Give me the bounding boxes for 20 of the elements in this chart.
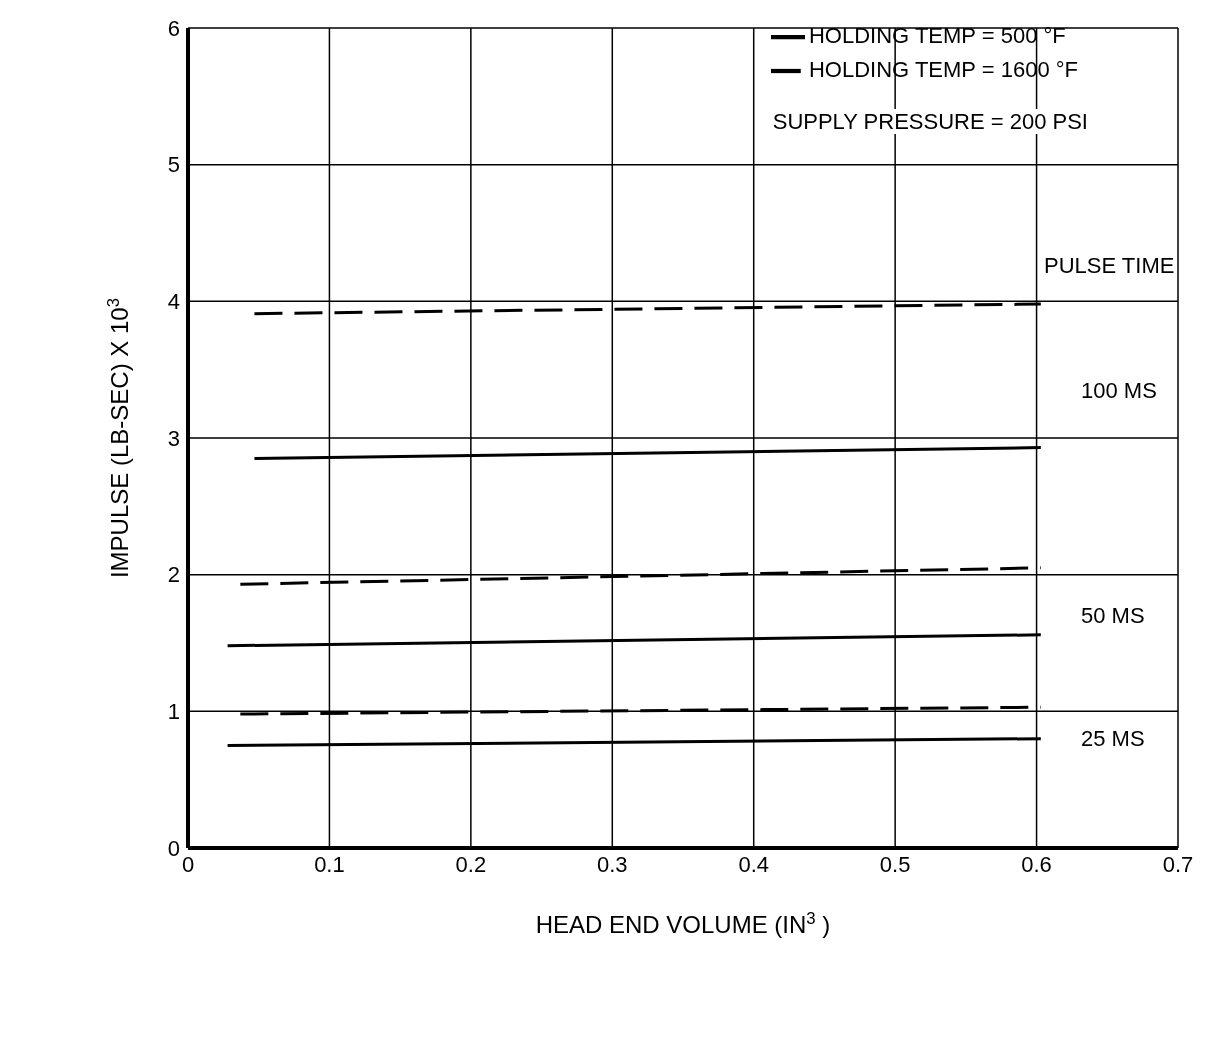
x-tick-label: 0.1 (314, 851, 345, 877)
y-tick-label: 1 (167, 699, 180, 725)
y-tick-label: 5 (167, 152, 180, 178)
x-tick-label: 0.5 (879, 851, 911, 877)
y-tick-label: 3 (167, 425, 180, 451)
annotation: SUPPLY PRESSURE = 200 PSI (772, 109, 1088, 134)
y-tick-label: 0 (167, 835, 180, 861)
x-tick-label: 0.6 (1021, 851, 1052, 877)
x-tick-label: 0.3 (596, 851, 628, 877)
x-tick-label: 0.4 (738, 851, 770, 877)
x-tick-label: 0.7 (1162, 851, 1194, 877)
y-tick-label: 6 (167, 15, 180, 41)
annotation: 50 MS (1081, 603, 1145, 629)
x-axis-title: HEAD END VOLUME (IN$^{3}$ ) (535, 908, 831, 938)
y-tick-label: 2 (167, 562, 180, 588)
annotation: 100 MS (1081, 378, 1157, 404)
annotation: 25 MS (1081, 726, 1145, 752)
annotation: PULSE TIME (1044, 253, 1175, 279)
x-tick-label: 0.2 (455, 851, 487, 877)
y-tick-label: 4 (167, 289, 180, 315)
